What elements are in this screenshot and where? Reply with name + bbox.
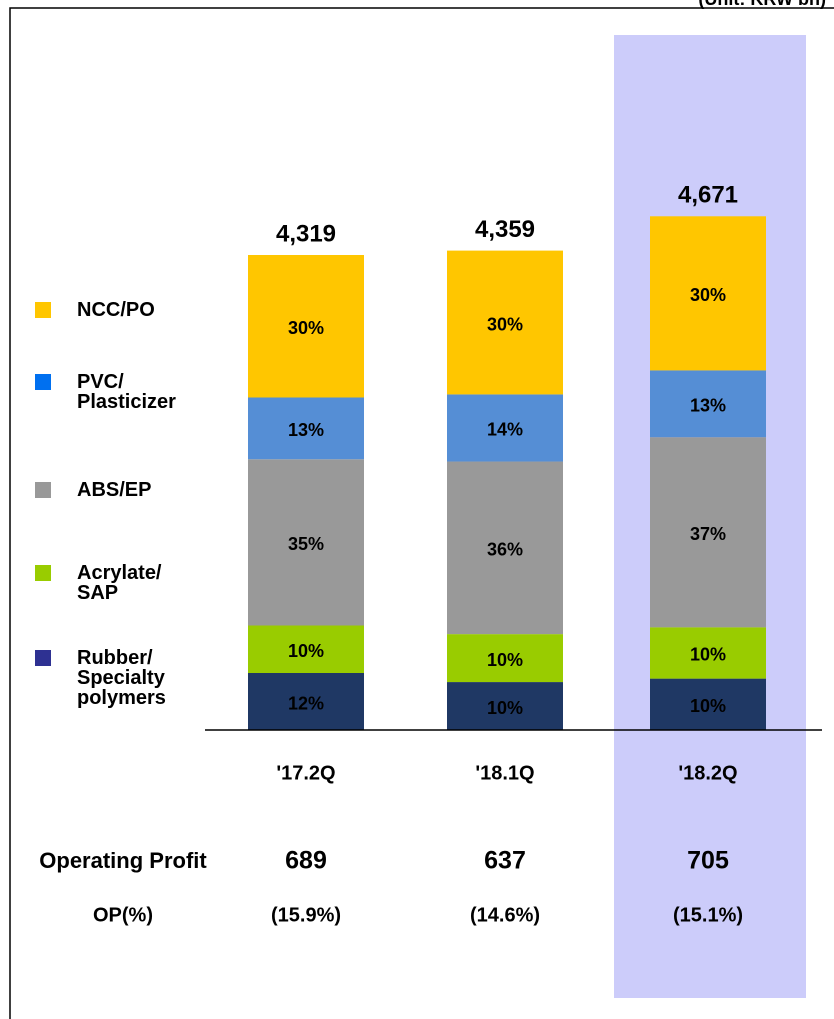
segment-label: 30% — [487, 314, 523, 334]
op-value: 637 — [484, 847, 526, 875]
op-value: 705 — [687, 847, 729, 875]
total-label: 4,319 — [276, 220, 336, 247]
bar-segment — [248, 673, 364, 730]
bar-segment — [650, 216, 766, 371]
op-percent-value: (14.6%) — [470, 904, 540, 926]
segment-label: 30% — [690, 285, 726, 305]
segment-label: 12% — [288, 693, 324, 713]
legend-label: NCC/PO — [77, 299, 155, 321]
legend-label: Rubber/ Specialty polymers — [77, 647, 166, 709]
segment-label: 37% — [690, 524, 726, 544]
bar-segment — [650, 437, 766, 628]
x-tick-label: '18.1Q — [475, 762, 534, 784]
legend-label: Acrylate/ SAP — [77, 562, 162, 604]
total-label: 4,671 — [678, 182, 738, 209]
legend-swatch — [35, 482, 51, 498]
segment-label: 30% — [288, 318, 324, 338]
bar-segment — [447, 634, 563, 683]
x-tick-label: '17.2Q — [276, 762, 335, 784]
bar-segment — [447, 461, 563, 635]
legend-swatch — [35, 565, 51, 581]
legend-label: PVC/ Plasticizer — [77, 371, 176, 413]
op-value: 689 — [285, 847, 327, 875]
legend-swatch — [35, 302, 51, 318]
bar-segment — [248, 397, 364, 460]
bar-segment — [248, 625, 364, 673]
segment-label: 14% — [487, 420, 523, 440]
bar-segment — [650, 370, 766, 438]
bar-segment — [248, 255, 364, 398]
segment-label: 10% — [690, 696, 726, 716]
segment-label: 35% — [288, 534, 324, 554]
segment-label: 10% — [288, 641, 324, 661]
bar-segment — [650, 627, 766, 679]
x-tick-label: '18.2Q — [678, 762, 737, 784]
segment-label: 10% — [690, 645, 726, 665]
segment-label: 10% — [487, 698, 523, 718]
op-percent-label: OP(%) — [93, 904, 153, 926]
legend-swatch — [35, 650, 51, 666]
legend-swatch — [35, 374, 51, 390]
op-percent-value: (15.9%) — [271, 904, 341, 926]
bar-segment — [447, 250, 563, 395]
segment-label: 13% — [690, 396, 726, 416]
frame — [9, 7, 834, 1019]
segment-label: 10% — [487, 650, 523, 670]
segment-label: 36% — [487, 540, 523, 560]
bar-segment — [447, 682, 563, 730]
legend-label: ABS/EP — [77, 479, 152, 501]
unit-note: (Unit: KRW bn) — [698, 0, 826, 9]
op-label: Operating Profit — [39, 848, 207, 873]
bar-segment — [248, 459, 364, 626]
total-label: 4,359 — [475, 216, 535, 243]
bar-segment — [447, 394, 563, 462]
segment-label: 13% — [288, 420, 324, 440]
op-percent-value: (15.1%) — [673, 904, 743, 926]
bar-segment — [650, 678, 766, 730]
